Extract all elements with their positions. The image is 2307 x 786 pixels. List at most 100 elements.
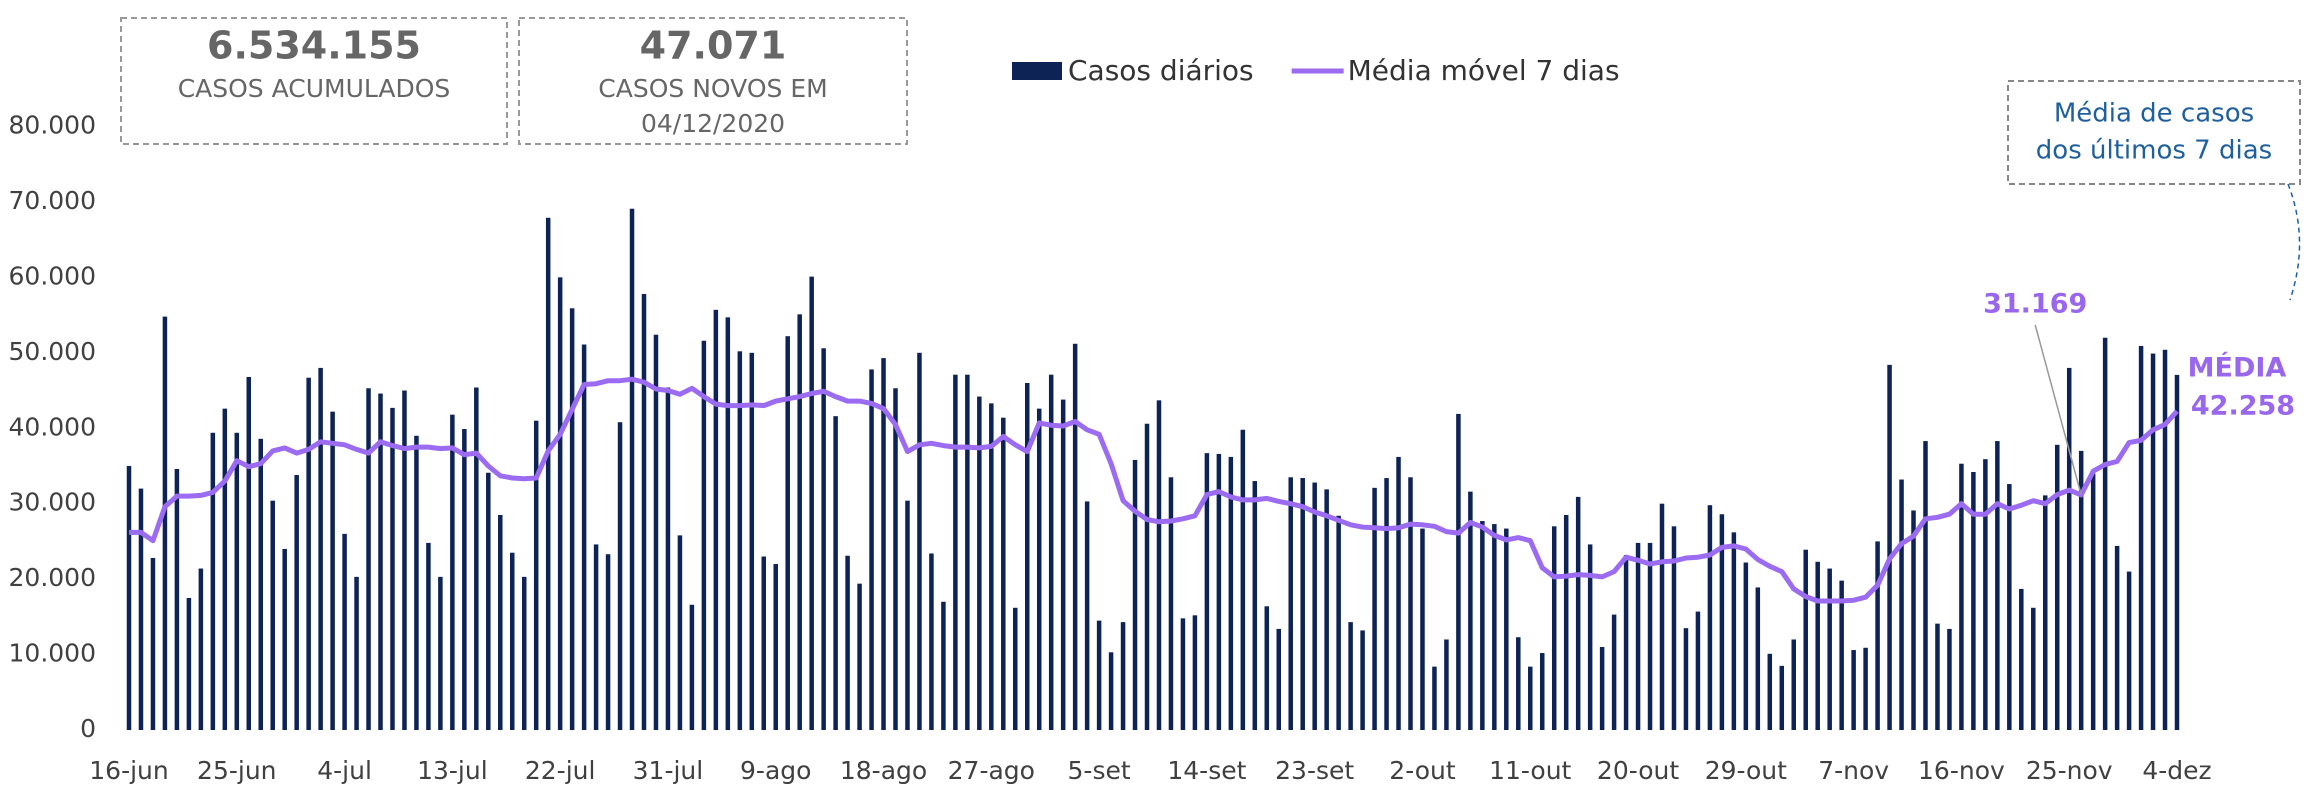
bar bbox=[1683, 628, 1689, 730]
bar bbox=[629, 208, 635, 730]
x-tick-label: 13-jul bbox=[417, 756, 488, 785]
bar bbox=[150, 558, 156, 730]
bar bbox=[929, 553, 934, 730]
kpi-label: CASOS NOVOS EM bbox=[598, 74, 827, 103]
x-tick-label: 7-nov bbox=[1818, 756, 1889, 785]
bar bbox=[581, 344, 587, 730]
bar bbox=[1611, 614, 1617, 730]
bar bbox=[1528, 666, 1533, 730]
bar bbox=[450, 414, 455, 730]
bar bbox=[1599, 647, 1605, 730]
mean-label: MÉDIA bbox=[2188, 352, 2287, 384]
kpi-label: 04/12/2020 bbox=[641, 109, 785, 138]
bar bbox=[222, 408, 228, 730]
bar bbox=[2114, 545, 2120, 730]
x-tick-label: 5-set bbox=[1068, 756, 1131, 785]
bar bbox=[258, 438, 263, 730]
bar bbox=[1504, 528, 1509, 730]
y-tick-label: 10.000 bbox=[9, 639, 96, 668]
bar bbox=[186, 597, 192, 730]
bar bbox=[1911, 510, 1916, 730]
bar bbox=[1575, 496, 1581, 730]
x-tick-label: 14-set bbox=[1167, 756, 1246, 785]
moving-average-line bbox=[129, 376, 2179, 604]
bar bbox=[1839, 580, 1844, 730]
bar bbox=[330, 411, 335, 730]
bar bbox=[1336, 515, 1341, 730]
bar bbox=[965, 374, 970, 730]
x-tick-label: 18-ago bbox=[840, 756, 927, 785]
bar bbox=[1036, 408, 1042, 730]
bar bbox=[1312, 482, 1317, 730]
bar bbox=[737, 351, 743, 730]
bar bbox=[390, 407, 395, 730]
x-tick-label: 31-jul bbox=[633, 756, 704, 785]
data-label: 31.169 bbox=[1983, 288, 2087, 319]
bar bbox=[1899, 479, 1904, 730]
bar bbox=[354, 576, 359, 730]
bar bbox=[1192, 615, 1198, 730]
y-tick-label: 30.000 bbox=[9, 488, 96, 517]
bar bbox=[474, 387, 479, 730]
y-tick-label: 0 bbox=[80, 714, 96, 743]
bar bbox=[1084, 501, 1090, 730]
bar bbox=[1096, 620, 1102, 730]
bar bbox=[2162, 349, 2168, 730]
bar bbox=[1635, 542, 1641, 730]
bar bbox=[1048, 374, 1054, 730]
x-tick-label: 11-out bbox=[1489, 756, 1571, 785]
bar bbox=[234, 432, 240, 730]
bar bbox=[1372, 487, 1377, 730]
bar bbox=[378, 393, 383, 730]
bar bbox=[2007, 484, 2012, 730]
bar bbox=[1108, 652, 1114, 730]
bar bbox=[1420, 528, 1425, 730]
bar bbox=[797, 314, 802, 730]
y-tick-label: 20.000 bbox=[9, 563, 96, 592]
x-tick-label: 23-set bbox=[1275, 756, 1354, 785]
bar bbox=[893, 388, 898, 730]
bar bbox=[2174, 374, 2180, 730]
bar bbox=[1156, 400, 1162, 730]
bar bbox=[989, 403, 994, 730]
bar bbox=[1396, 456, 1401, 730]
bar bbox=[569, 308, 575, 730]
bar bbox=[593, 544, 599, 730]
bar bbox=[701, 340, 707, 730]
bar bbox=[246, 376, 252, 730]
bar bbox=[2043, 495, 2048, 730]
bar bbox=[1947, 628, 1952, 730]
bar bbox=[2031, 607, 2036, 730]
bar bbox=[1887, 364, 1892, 730]
bar bbox=[1168, 477, 1174, 730]
bar bbox=[1647, 542, 1653, 730]
bar bbox=[953, 374, 958, 730]
bar bbox=[1731, 532, 1737, 730]
bar bbox=[857, 583, 862, 730]
bar bbox=[210, 432, 216, 730]
bar bbox=[2019, 588, 2024, 730]
bar bbox=[917, 352, 922, 730]
bar bbox=[2126, 571, 2132, 730]
bar bbox=[1384, 478, 1389, 730]
y-tick-label: 70.000 bbox=[9, 186, 96, 215]
bar bbox=[414, 435, 419, 730]
bar bbox=[1659, 503, 1665, 730]
bar bbox=[2078, 450, 2084, 730]
bar bbox=[809, 276, 814, 730]
bar bbox=[1060, 399, 1066, 730]
bar bbox=[1120, 622, 1126, 730]
bar bbox=[1563, 515, 1569, 730]
bar bbox=[1827, 568, 1832, 730]
bar bbox=[438, 576, 443, 730]
bar bbox=[1959, 463, 1964, 730]
note-box bbox=[2007, 80, 2301, 185]
bar bbox=[1791, 639, 1796, 730]
bar bbox=[725, 317, 731, 730]
bar bbox=[821, 348, 826, 730]
bar bbox=[1072, 343, 1078, 730]
legend-label: Média móvel 7 dias bbox=[1348, 54, 1620, 87]
bar bbox=[174, 468, 180, 730]
bar bbox=[521, 576, 527, 730]
bar bbox=[426, 542, 431, 730]
